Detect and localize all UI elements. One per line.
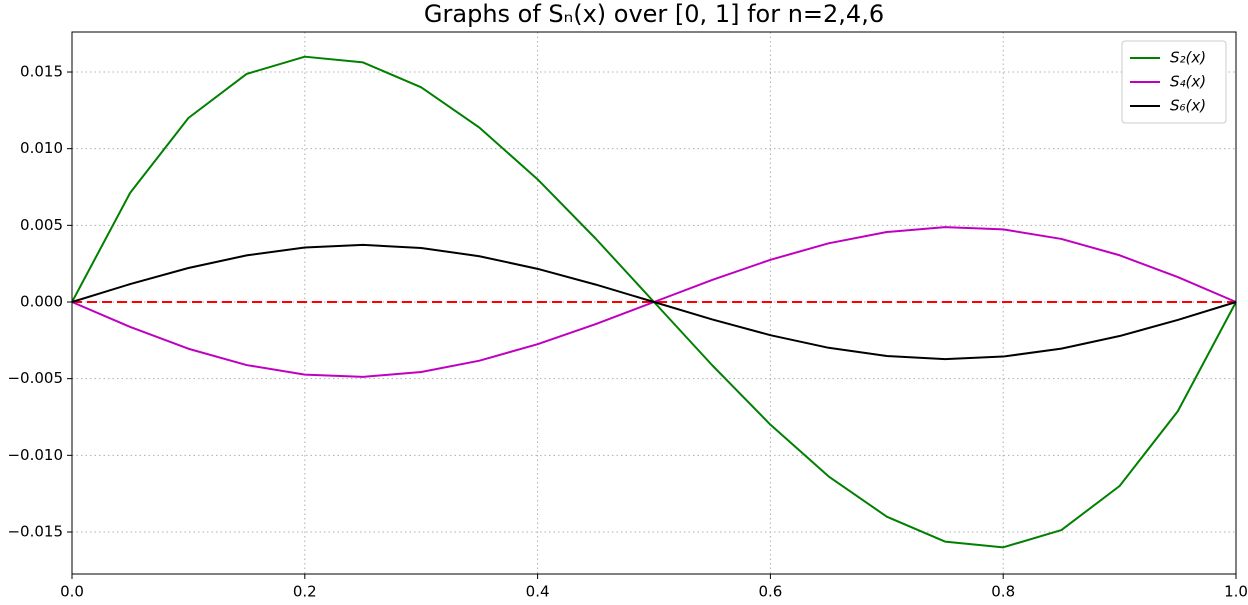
y-tick-label: 0.005 (20, 216, 63, 234)
legend-label: S₆(x) (1170, 97, 1206, 115)
x-tick-label: 1.0 (1224, 583, 1248, 601)
legend: S₂(x) S₄(x) S₆(x) (1121, 40, 1227, 124)
chart-title: Graphs of Sₙ(x) over [0, 1] for n=2,4,6 (424, 0, 884, 28)
legend-label: S₂(x) (1170, 49, 1206, 67)
x-tick-label: 0.0 (60, 583, 84, 601)
y-tick-label: −0.005 (7, 369, 63, 387)
x-tick-label: 0.6 (758, 583, 782, 601)
x-tick-label: 0.2 (293, 583, 317, 601)
legend-box (1121, 40, 1227, 124)
y-tick-label: 0.010 (20, 139, 63, 157)
x-tick-label: 0.8 (991, 583, 1015, 601)
x-tick-label: 0.4 (526, 583, 550, 601)
y-tick-label: 0.000 (20, 293, 63, 311)
y-tick-label: −0.010 (7, 446, 63, 464)
y-tick-label: −0.015 (7, 522, 63, 540)
series-line (71, 243, 1237, 361)
y-tick-label: 0.015 (20, 63, 63, 81)
legend-label: S₄(x) (1170, 73, 1206, 91)
plot-frame (71, 31, 1237, 575)
